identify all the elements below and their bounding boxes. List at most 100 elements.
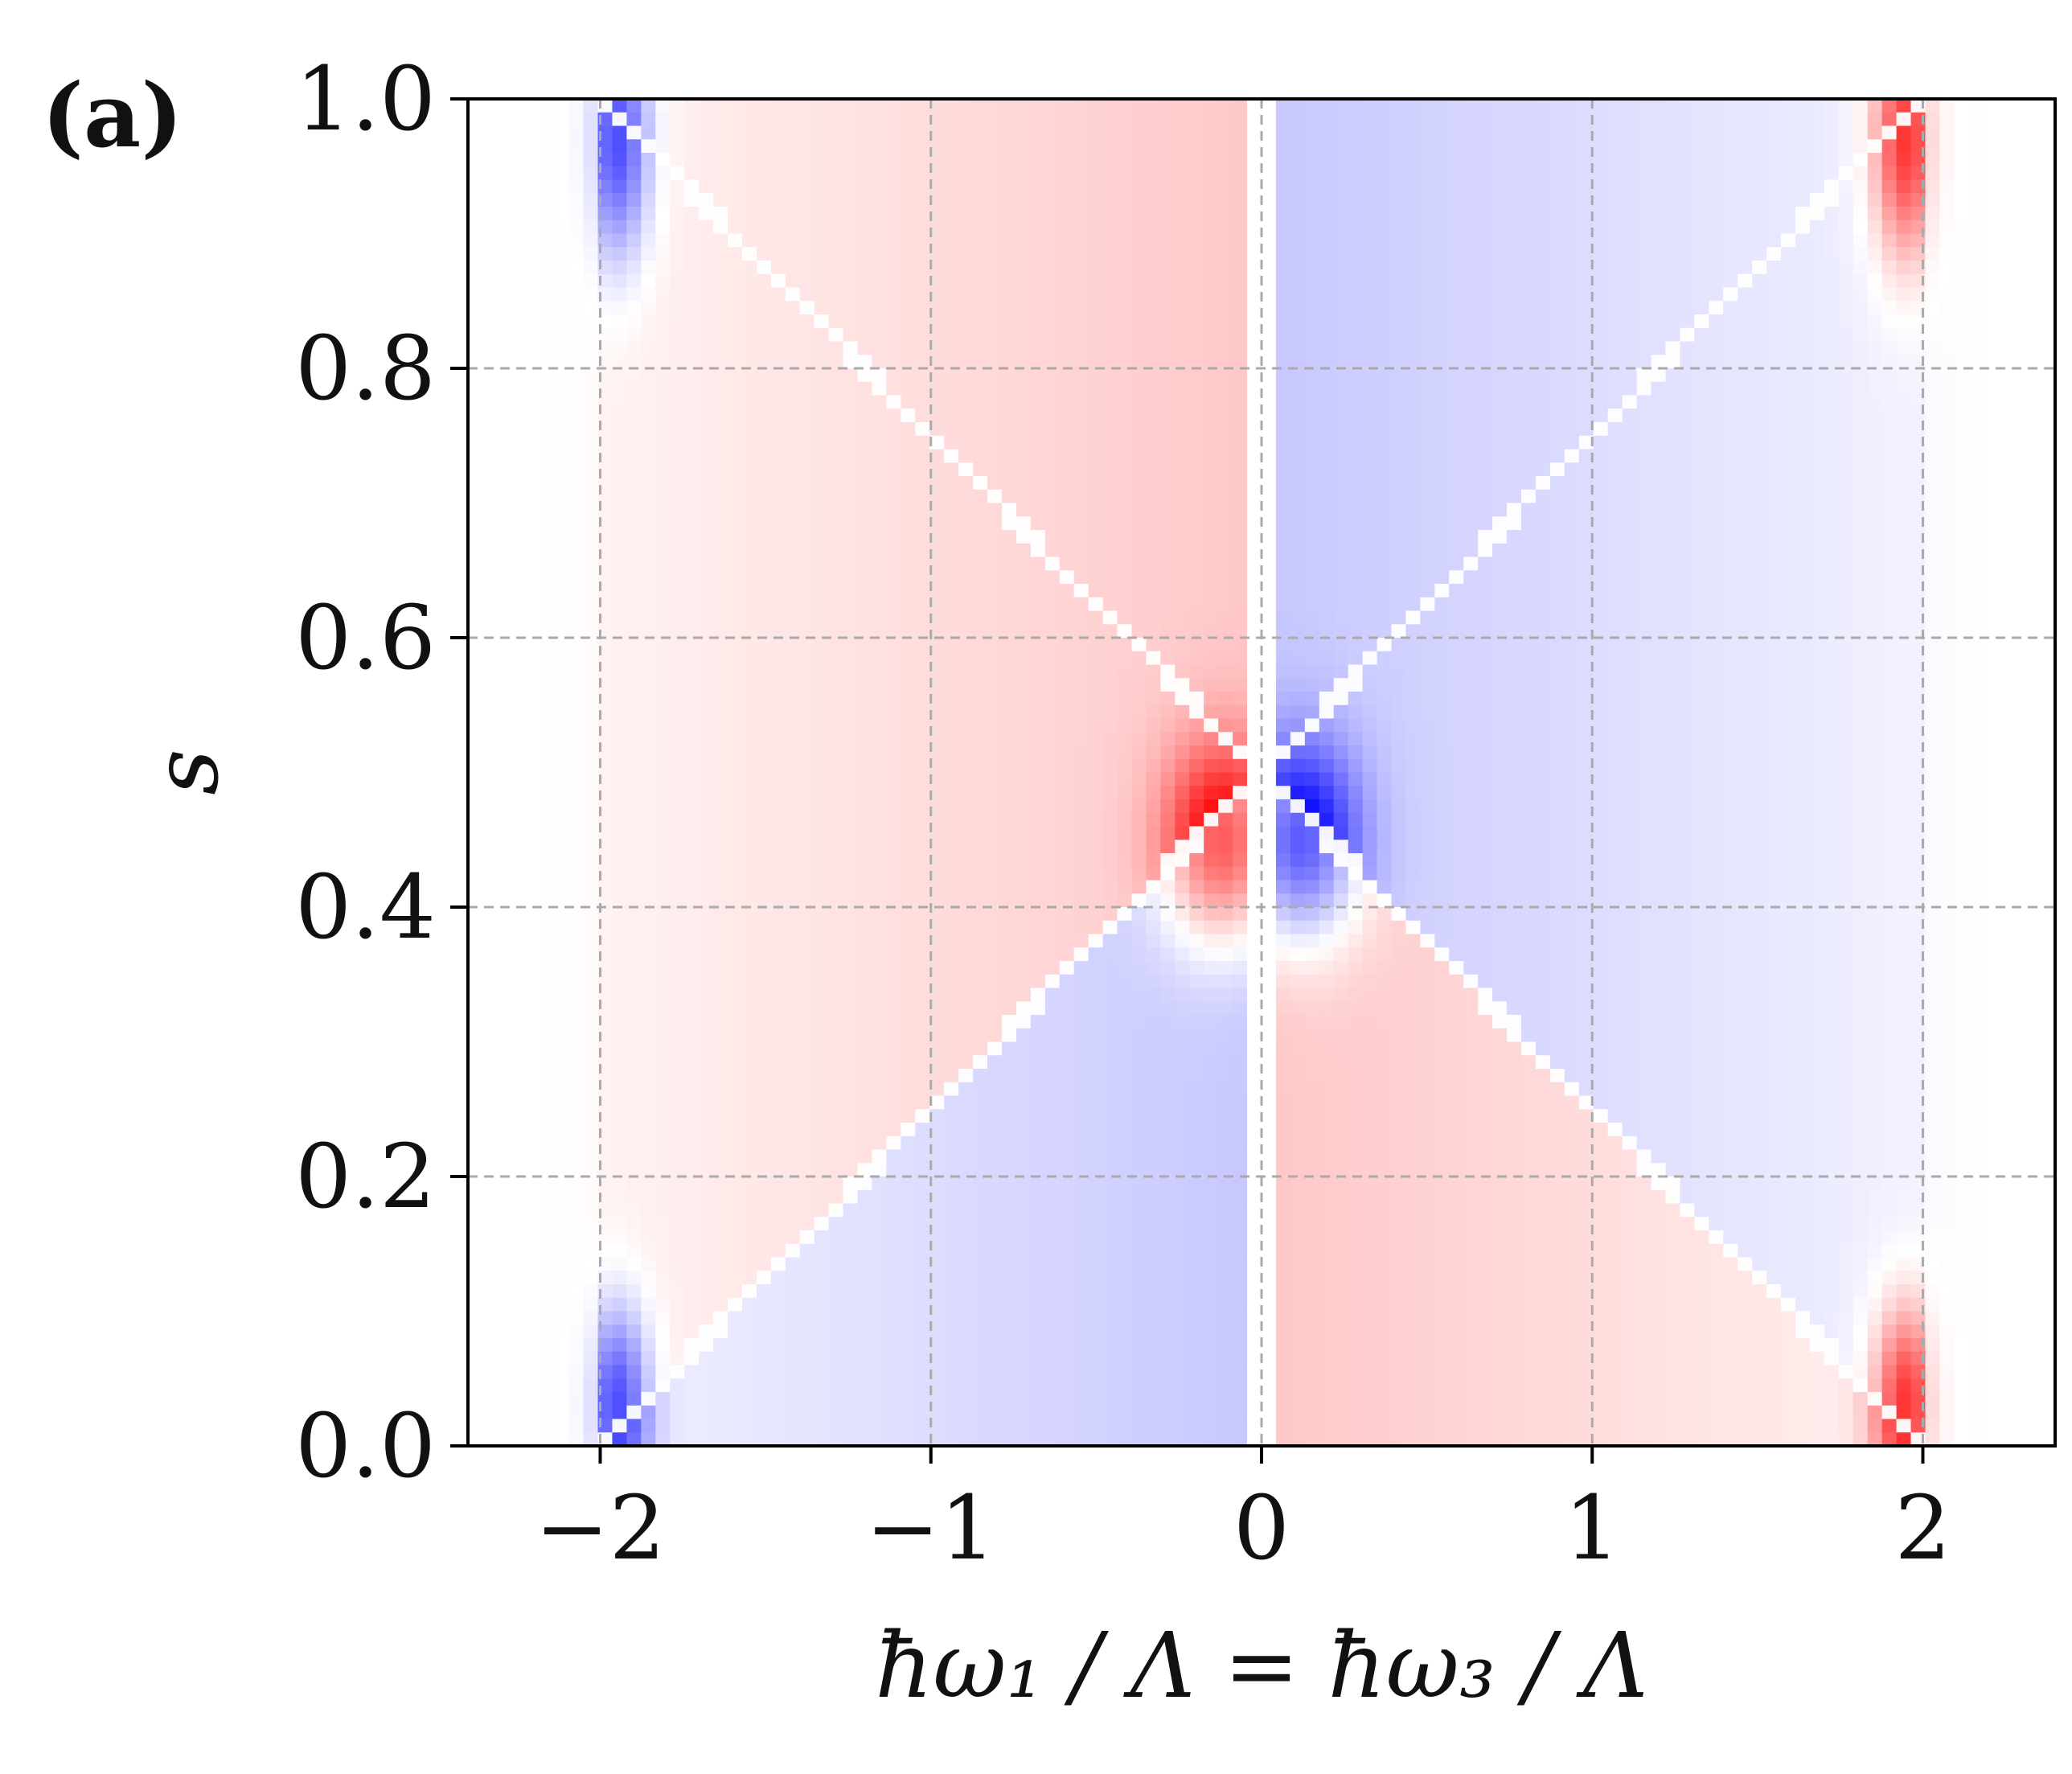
heatmap-cell — [929, 1351, 945, 1366]
heatmap-cell — [1059, 341, 1075, 355]
heatmap-cell — [626, 988, 642, 1002]
heatmap-cell — [468, 907, 483, 922]
heatmap-cell — [785, 988, 801, 1002]
heatmap-cell — [915, 1123, 930, 1137]
heatmap-cell — [1088, 341, 1104, 355]
heatmap-cell — [1015, 1243, 1032, 1259]
heatmap-cell — [1059, 934, 1075, 948]
heatmap-cell — [915, 799, 930, 814]
heatmap-cell — [814, 826, 830, 840]
heatmap-cell — [655, 584, 671, 598]
heatmap-cell — [872, 1001, 888, 1016]
heatmap-cell — [699, 718, 714, 733]
heatmap-cell — [814, 556, 830, 571]
heatmap-cell — [597, 678, 613, 692]
heatmap-cell — [568, 664, 585, 679]
heatmap-cell — [915, 947, 930, 962]
heatmap-cell — [496, 1419, 512, 1433]
heatmap-cell — [828, 153, 844, 167]
heatmap-cell — [756, 1257, 772, 1271]
heatmap-cell — [987, 273, 1003, 289]
heatmap-cell — [568, 812, 585, 827]
heatmap-cell — [728, 314, 743, 329]
heatmap-cell — [929, 355, 945, 369]
heatmap-cell — [1088, 314, 1104, 329]
heatmap-cell — [583, 745, 599, 760]
heatmap-cell — [799, 1257, 815, 1271]
heatmap-cell — [843, 1405, 859, 1420]
heatmap-cell — [482, 1351, 498, 1366]
heatmap-cell — [1117, 355, 1133, 369]
heatmap-cell — [814, 853, 830, 868]
heatmap-cell — [1146, 556, 1161, 571]
heatmap-cell — [987, 745, 1003, 760]
heatmap-cell — [901, 1378, 916, 1393]
heatmap-cell — [1015, 1338, 1032, 1353]
heatmap-cell — [929, 341, 945, 355]
heatmap-cell — [843, 1365, 859, 1379]
heatmap-cell — [1131, 556, 1147, 571]
heatmap-cell — [872, 1217, 888, 1231]
heatmap-cells — [468, 99, 2055, 1446]
heatmap-cell — [973, 489, 988, 504]
heatmap-cell — [872, 1135, 888, 1151]
heatmap-cell — [641, 435, 656, 450]
heatmap-cell — [568, 947, 585, 962]
heatmap-cell — [525, 1378, 541, 1393]
heatmap-cell — [987, 314, 1003, 329]
heatmap-cell — [1160, 1311, 1176, 1325]
heatmap-cell — [670, 166, 685, 181]
heatmap-cell — [670, 153, 685, 167]
heatmap-cell — [583, 1432, 599, 1446]
heatmap-cell — [1160, 786, 1176, 800]
heatmap-cell — [929, 732, 945, 746]
heatmap-cell — [496, 1028, 512, 1043]
heatmap-cell — [728, 786, 743, 800]
heatmap-cell — [568, 395, 585, 409]
heatmap-cell — [770, 99, 786, 113]
heatmap-cell — [1131, 1284, 1147, 1299]
heatmap-cell — [684, 1149, 700, 1164]
heatmap-cell — [1102, 233, 1118, 248]
heatmap-cell — [482, 327, 498, 343]
heatmap-cell — [699, 1365, 714, 1379]
heatmap-cell — [568, 1243, 585, 1259]
heatmap-cell — [886, 1271, 901, 1285]
heatmap-cell — [1088, 99, 1104, 113]
heatmap-cell — [1073, 341, 1089, 355]
heatmap-cell — [901, 1338, 916, 1353]
heatmap-cell — [843, 287, 859, 302]
heatmap-cell — [568, 1001, 585, 1016]
heatmap-cell — [496, 934, 512, 948]
heatmap-cell — [958, 166, 974, 181]
heatmap-cell — [843, 638, 859, 652]
heatmap-cell — [540, 961, 556, 975]
heatmap-cell — [785, 584, 801, 598]
heatmap-cell — [915, 866, 930, 881]
heatmap-cell — [828, 840, 844, 854]
heatmap-cell — [1059, 543, 1075, 558]
heatmap-cell — [496, 207, 512, 221]
heatmap-cell — [1001, 1351, 1017, 1366]
heatmap-cell — [1146, 1284, 1161, 1299]
heatmap-cell — [713, 273, 728, 289]
heatmap-cell — [699, 422, 714, 437]
heatmap-cell — [1044, 786, 1061, 800]
heatmap-cell — [568, 853, 585, 868]
heatmap-cell — [699, 786, 714, 800]
heatmap-cell — [1044, 1405, 1061, 1420]
heatmap-cell — [482, 435, 498, 450]
heatmap-cell — [1131, 826, 1147, 840]
heatmap-cell — [468, 476, 483, 491]
heatmap-cell — [886, 220, 901, 235]
heatmap-cell — [525, 422, 541, 437]
heatmap-cell — [626, 947, 642, 962]
heatmap-cell — [1030, 1109, 1046, 1123]
heatmap-cell — [1073, 1338, 1089, 1353]
heatmap-cell — [684, 961, 700, 975]
heatmap-cell — [468, 1189, 483, 1205]
heatmap-cell — [1175, 1028, 1190, 1043]
heatmap-cell — [1160, 893, 1176, 908]
heatmap-cell — [799, 947, 815, 962]
heatmap-cell — [1088, 543, 1104, 558]
